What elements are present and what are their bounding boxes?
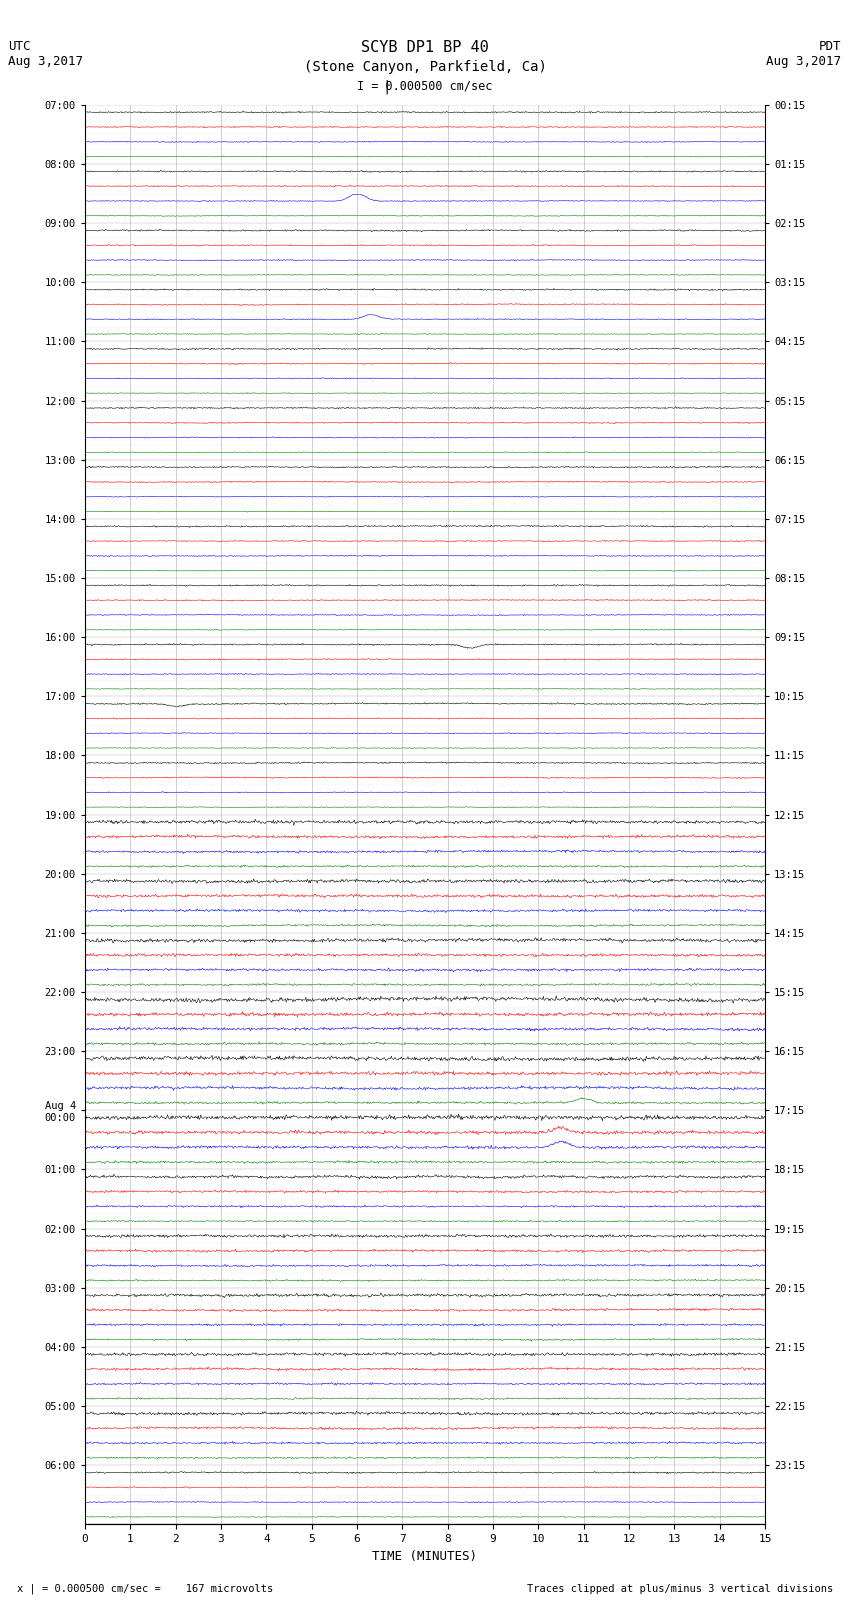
Text: UTC
Aug 3,2017: UTC Aug 3,2017 — [8, 40, 83, 68]
Text: Traces clipped at plus/minus 3 vertical divisions: Traces clipped at plus/minus 3 vertical … — [527, 1584, 833, 1594]
Text: PDT
Aug 3,2017: PDT Aug 3,2017 — [767, 40, 842, 68]
Text: I = 0.000500 cm/sec: I = 0.000500 cm/sec — [357, 79, 493, 92]
Text: SCYB DP1 BP 40: SCYB DP1 BP 40 — [361, 40, 489, 55]
Text: (Stone Canyon, Parkfield, Ca): (Stone Canyon, Parkfield, Ca) — [303, 60, 547, 74]
Text: x | = 0.000500 cm/sec =    167 microvolts: x | = 0.000500 cm/sec = 167 microvolts — [17, 1582, 273, 1594]
Text: |: | — [382, 79, 391, 94]
X-axis label: TIME (MINUTES): TIME (MINUTES) — [372, 1550, 478, 1563]
